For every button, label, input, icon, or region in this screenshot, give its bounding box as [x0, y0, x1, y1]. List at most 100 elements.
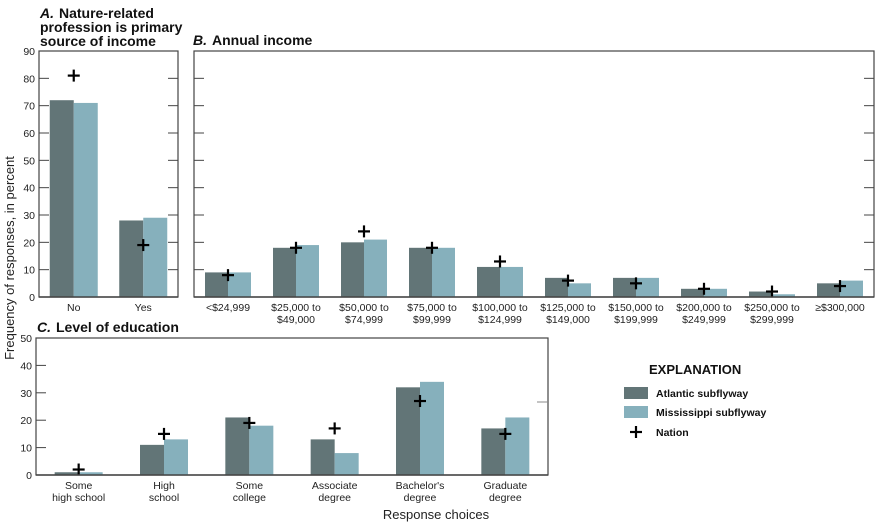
panel-c-letter: C. [37, 319, 51, 335]
bar-mississippi [296, 245, 319, 297]
x-category-label: Bachelor's [396, 480, 445, 492]
legend-plus-icon [630, 426, 642, 438]
x-category-label: $200,000 to [676, 302, 732, 314]
bar-atlantic [205, 272, 228, 297]
panel-b-title: B. Annual income [193, 32, 313, 48]
nation-marker [72, 463, 85, 476]
legend-label-atlantic: Atlantic subflyway [656, 388, 748, 400]
y-tick-label: 40 [23, 183, 35, 195]
nation-marker [328, 422, 341, 435]
bar-mississippi [364, 239, 387, 297]
legend: EXPLANATION Atlantic subflyway Mississip… [624, 362, 766, 439]
bar-mississippi [840, 280, 863, 297]
x-category-label: High [153, 480, 175, 492]
nation-marker [766, 285, 778, 298]
x-category-label: $149,000 [546, 314, 590, 326]
nation-marker [137, 239, 150, 252]
nation-marker [358, 225, 370, 238]
y-tick-label: 80 [23, 73, 35, 85]
x-category-label: $124,999 [478, 314, 522, 326]
nation-marker [222, 269, 234, 282]
x-category-label: <$24,999 [206, 302, 250, 314]
panel-c-title: C. Level of education [37, 319, 179, 335]
x-category-label: $50,000 to [339, 302, 389, 314]
svg-text:B.Annual income: B. Annual income [193, 32, 313, 48]
x-category-label: $49,000 [277, 314, 315, 326]
y-tick-label: 30 [23, 210, 35, 222]
nation-marker [698, 282, 710, 295]
bar-atlantic [749, 291, 772, 297]
x-category-label: Graduate [483, 480, 527, 492]
x-category-label: college [233, 492, 266, 504]
plot-frame [35, 337, 549, 476]
y-tick-label: 90 [23, 46, 35, 58]
bar-atlantic [341, 242, 364, 297]
nation-marker [562, 274, 574, 287]
bar-atlantic [49, 100, 74, 297]
bar-atlantic [225, 417, 250, 475]
bar-mississippi [334, 453, 359, 475]
legend-label-mississippi: Mississippi subflyway [656, 407, 766, 419]
y-tick-label: 50 [20, 333, 32, 345]
x-category-label: $74,999 [345, 314, 383, 326]
legend-title: EXPLANATION [649, 362, 741, 377]
y-tick-label: 30 [20, 388, 32, 400]
x-category-label: school [149, 492, 179, 504]
nation-marker [630, 277, 642, 290]
bar-atlantic [545, 277, 568, 297]
y-tick-label: 70 [23, 101, 35, 113]
bar-atlantic [310, 439, 335, 475]
x-category-label: $299,999 [750, 314, 794, 326]
y-tick-label: 50 [23, 155, 35, 167]
nation-marker [494, 255, 506, 268]
nation-marker [290, 241, 302, 254]
y-tick-label: 60 [23, 128, 35, 140]
panel-c-title-text: Level of education [56, 319, 179, 335]
bar-atlantic [477, 266, 500, 297]
x-category-label: Yes [135, 302, 152, 314]
x-category-label: $75,000 to [407, 302, 457, 314]
panel-a-letter: A. [39, 5, 54, 21]
legend-label-nation: Nation [656, 427, 689, 439]
panel-a-title: A. Nature-related profession is primary s… [39, 5, 183, 49]
y-tick-label: 10 [20, 443, 32, 455]
legend-swatch-mississippi [624, 406, 648, 418]
y-tick-label: 40 [20, 360, 32, 372]
nation-marker [426, 241, 438, 254]
svg-text:A.Nature-related: A. Nature-related [39, 5, 154, 21]
x-category-label: $249,999 [682, 314, 726, 326]
bar-mississippi [164, 439, 188, 475]
nation-marker [499, 427, 512, 440]
y-tick-label: 10 [23, 265, 35, 277]
y-axis-label: Frequency of responses, in percent [2, 156, 17, 360]
x-category-label: Some [236, 480, 264, 492]
bar-atlantic [54, 472, 79, 475]
bar-mississippi [143, 217, 168, 297]
x-category-label: $150,000 to [608, 302, 664, 314]
x-category-label: high school [52, 492, 105, 504]
x-category-label: ≥$300,000 [815, 302, 865, 314]
panel-a-title-line-3: source of income [40, 33, 156, 49]
bar-atlantic [140, 444, 164, 475]
bar-atlantic [273, 247, 296, 297]
x-category-label: degree [489, 492, 522, 504]
x-category-label: $99,999 [413, 314, 451, 326]
x-category-label: $125,000 to [540, 302, 596, 314]
bar-mississippi [772, 294, 795, 297]
nation-marker [243, 416, 256, 429]
bar-mississippi [568, 283, 591, 297]
bar-atlantic [481, 428, 506, 475]
nation-marker [158, 427, 170, 440]
x-category-label: $199,999 [614, 314, 658, 326]
bar-atlantic [119, 220, 144, 297]
panel-b-title-text: Annual income [212, 32, 313, 48]
bar-mississippi [228, 272, 251, 297]
bar-mississippi [636, 277, 659, 297]
nation-marker [414, 395, 426, 408]
y-tick-label: 20 [23, 237, 35, 249]
bar-mississippi [505, 417, 530, 475]
legend-swatch-atlantic [624, 387, 648, 399]
bar-mississippi [704, 288, 727, 297]
panel-b-letter: B. [193, 32, 207, 48]
svg-text:C.Level of education: C. Level of education [37, 319, 179, 335]
